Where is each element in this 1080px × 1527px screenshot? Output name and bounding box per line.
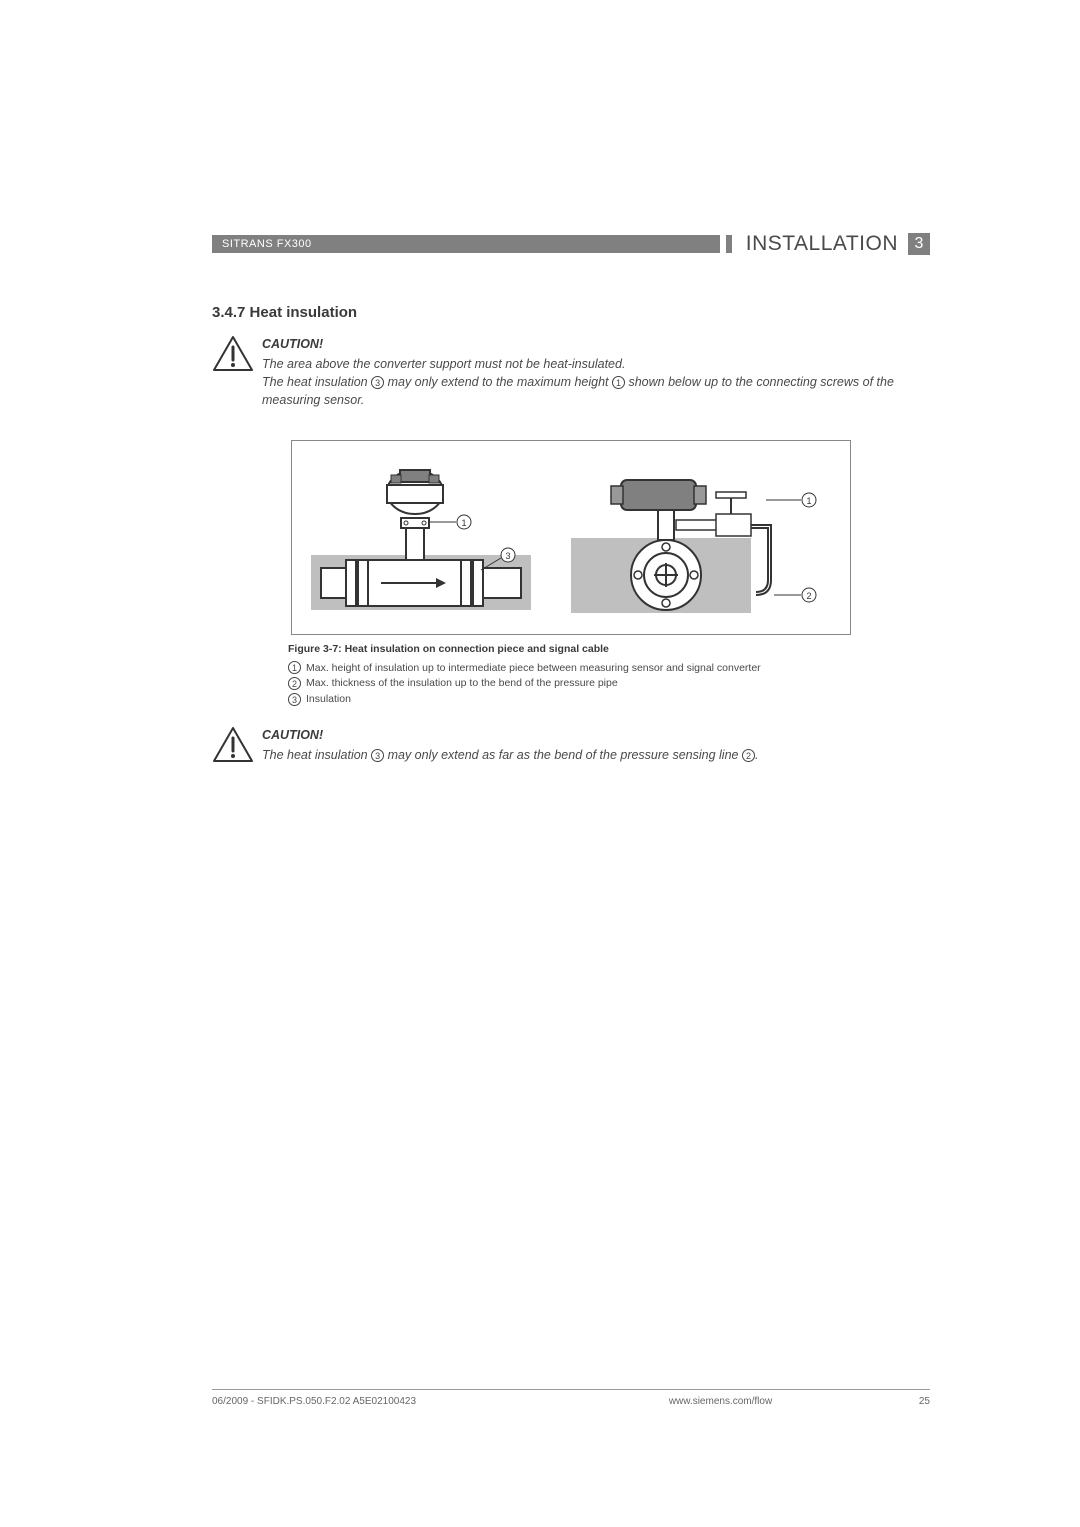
footer-doc-id: 06/2009 - SFIDK.PS.050.F2.02 A5E02100423 [212, 1396, 551, 1407]
header-divider [320, 235, 720, 253]
subsection-heading: 3.4.7 Heat insulation [212, 304, 930, 321]
legend-text: Max. height of insulation up to intermed… [306, 661, 761, 677]
ref-circle: 2 [742, 749, 755, 762]
page-content: SITRANS FX300 INSTALLATION 3 3.4.7 Heat … [0, 0, 1080, 769]
legend-item: 1 Max. height of insulation up to interm… [288, 661, 930, 677]
legend-num: 3 [288, 693, 301, 706]
svg-text:3: 3 [505, 551, 510, 561]
device-diagram-right: 1 2 [566, 450, 836, 625]
subsection-title: Heat insulation [250, 304, 358, 321]
caution-body: CAUTION! The heat insulation 3 may only … [262, 726, 930, 764]
caution-body: CAUTION! The area above the converter su… [262, 335, 930, 410]
caution-block-2: CAUTION! The heat insulation 3 may only … [212, 726, 930, 769]
legend-item: 2 Max. thickness of the insulation up to… [288, 676, 930, 692]
caution-line-a: The heat insulation [262, 748, 371, 762]
svg-text:1: 1 [806, 496, 811, 506]
legend-text: Max. thickness of the insulation up to t… [306, 676, 618, 692]
figure-legend: 1 Max. height of insulation up to interm… [288, 661, 930, 708]
footer-url: www.siemens.com/flow [551, 1396, 890, 1407]
figure-caption: Figure 3-7: Heat insulation on connectio… [288, 643, 930, 655]
product-label: SITRANS FX300 [212, 235, 320, 253]
page-header: SITRANS FX300 INSTALLATION 3 [212, 232, 930, 256]
device-diagram-left: 1 3 [306, 450, 536, 625]
caution-text: The area above the converter support mus… [262, 355, 930, 409]
figure-illustration: 1 3 [291, 440, 851, 635]
svg-text:1: 1 [461, 518, 466, 528]
ref-circle: 3 [371, 749, 384, 762]
chapter-number: 3 [908, 233, 930, 255]
caution-title: CAUTION! [262, 335, 930, 353]
page-footer: 06/2009 - SFIDK.PS.050.F2.02 A5E02100423… [212, 1389, 930, 1407]
caution-line-c: . [755, 748, 758, 762]
caution-line-2b: may only extend to the maximum height [384, 375, 612, 389]
legend-num: 2 [288, 677, 301, 690]
legend-text: Insulation [306, 692, 351, 708]
subsection-number: 3.4.7 [212, 304, 245, 321]
legend-num: 1 [288, 661, 301, 674]
page-number: 25 [890, 1396, 930, 1407]
caution-icon [212, 335, 254, 378]
legend-item: 3 Insulation [288, 692, 930, 708]
caution-title: CAUTION! [262, 726, 930, 744]
ref-circle: 3 [371, 376, 384, 389]
section-title: INSTALLATION [746, 232, 898, 256]
header-accent [726, 235, 732, 253]
caution-line-1: The area above the converter support mus… [262, 357, 625, 371]
caution-line-2a: The heat insulation [262, 375, 371, 389]
ref-circle: 1 [612, 376, 625, 389]
caution-text: The heat insulation 3 may only extend as… [262, 746, 930, 764]
caution-line-b: may only extend as far as the bend of th… [384, 748, 742, 762]
svg-text:2: 2 [806, 591, 811, 601]
caution-block-1: CAUTION! The area above the converter su… [212, 335, 930, 410]
caution-icon [212, 726, 254, 769]
